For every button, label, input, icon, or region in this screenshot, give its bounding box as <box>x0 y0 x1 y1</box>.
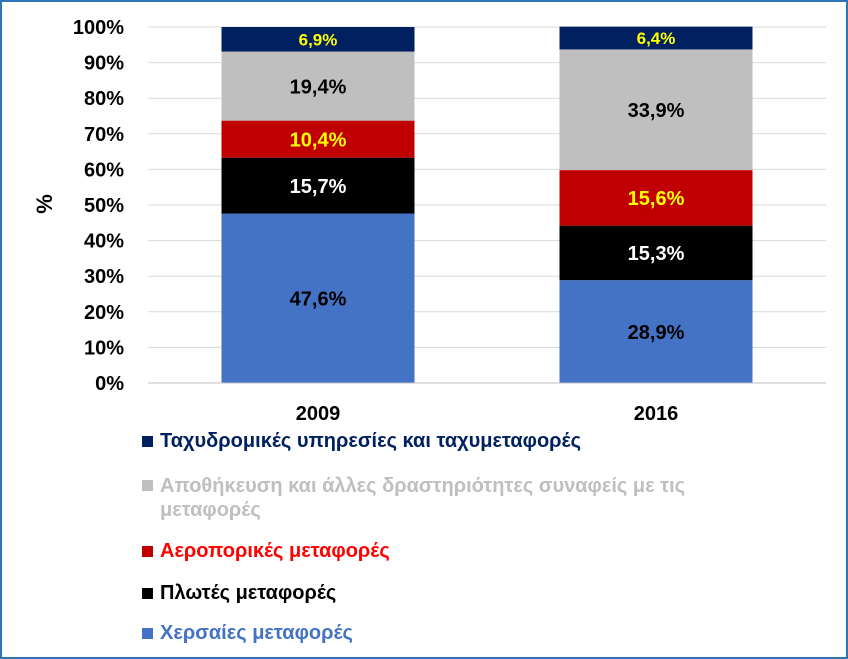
legend-label: Αποθήκευση και άλλες δραστηριότητες συνα… <box>160 475 686 521</box>
y-tick-label: 60% <box>84 159 124 181</box>
data-label: 6,4% <box>637 29 676 48</box>
bar-segment <box>559 49 753 171</box>
data-label: 15,7% <box>290 176 347 198</box>
y-tick-label: 80% <box>84 88 124 110</box>
y-tick-label: 40% <box>84 231 124 253</box>
legend-swatch <box>142 588 153 599</box>
y-tick-label: 50% <box>84 195 124 217</box>
y-tick-label: 10% <box>84 337 124 359</box>
x-axis-categories: 2009 2016 <box>148 382 826 425</box>
bar-segment <box>559 26 753 50</box>
legend-item: Ταχυδρομικές υπηρεσίες και ταχυμεταφορές <box>142 430 782 452</box>
x-category-label: 2016 <box>634 403 679 425</box>
legend-item: Αποθήκευση και άλλες δραστηριότητες συνα… <box>142 474 782 522</box>
data-label: 15,3% <box>628 243 685 265</box>
data-label: 33,9% <box>628 100 685 122</box>
legend-swatch <box>142 480 153 491</box>
data-label: 28,9% <box>628 322 685 344</box>
data-label: 19,4% <box>290 76 347 98</box>
x-category-label: 2009 <box>296 403 341 425</box>
bar-segment <box>221 157 415 214</box>
legend-label: Αεροπορικές μεταφορές <box>160 540 390 562</box>
y-axis-label: % <box>32 194 57 214</box>
legend-label: Πλωτές μεταφορές <box>160 582 337 604</box>
data-label: 10,4% <box>290 129 347 151</box>
bar-segment <box>221 213 415 383</box>
legend-item: Πλωτές μεταφορές <box>142 582 782 604</box>
bar-segment <box>221 51 415 121</box>
y-axis-ticks: 0% 10% 20% 30% 40% 50% 60% 70% 80% 90% 100% <box>73 17 124 395</box>
bar-segment <box>221 120 415 158</box>
data-label: 15,6% <box>628 188 685 210</box>
y-tick-label: 20% <box>84 302 124 324</box>
y-tick-label: 100% <box>73 17 124 39</box>
legend-label: Ταχυδρομικές υπηρεσίες και ταχυμεταφορές <box>160 430 581 452</box>
bar-segment <box>559 170 753 226</box>
bar-segment <box>559 225 753 281</box>
legend-swatch <box>142 436 153 447</box>
data-label: 47,6% <box>290 288 347 310</box>
legend-swatch <box>142 628 153 639</box>
legend-item: Αεροπορικές μεταφορές <box>142 540 782 562</box>
legend-swatch <box>142 546 153 557</box>
y-tick-label: 90% <box>84 53 124 75</box>
bar-segment <box>559 280 753 383</box>
data-label: 6,9% <box>299 30 338 49</box>
y-tick-label: 0% <box>95 373 124 395</box>
bar-segments: 47,6% 15,7% 10,4% 19,4% 6,9% 28,9% 15,3% 15,6% 3… <box>221 26 753 383</box>
legend-item: Χερσαίες μεταφορές <box>142 622 782 644</box>
legend-label: Χερσαίες μεταφορές <box>160 622 353 644</box>
y-tick-label: 30% <box>84 266 124 288</box>
y-tick-label: 70% <box>84 124 124 146</box>
legend: Ταχυδρομικές υπηρεσίες και ταχυμεταφορές… <box>142 430 782 644</box>
bar-segment <box>221 27 415 52</box>
